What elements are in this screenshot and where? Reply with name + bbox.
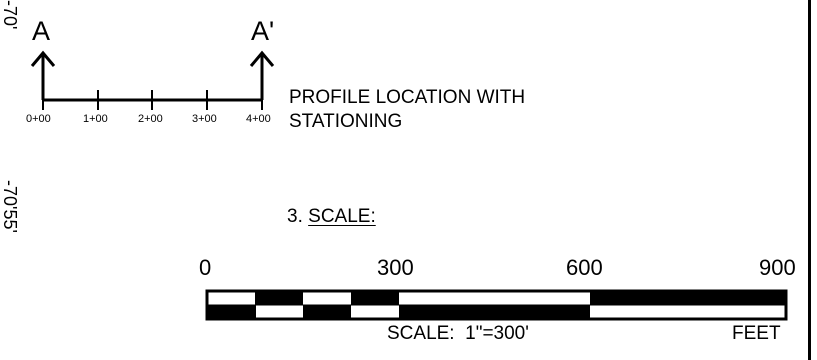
marker-a-prime: A' [251, 16, 275, 46]
station-label-4: 4+00 [246, 113, 271, 125]
scale-segment [255, 292, 303, 305]
graphic-scale-bar [205, 289, 788, 321]
station-label-3: 3+00 [192, 113, 217, 125]
scale-unit-label: FEET [732, 323, 781, 344]
scale-segment [590, 292, 785, 305]
scale-ratio-label: SCALE: 1"=300' [387, 323, 529, 344]
scale-tick-label-0: 0 [199, 255, 212, 280]
scale-tick-label-600: 600 [566, 255, 603, 280]
marker-a: A [32, 16, 51, 46]
sheet-border-right [808, 0, 811, 360]
scale-section-title: 3. SCALE: [287, 206, 376, 228]
edge-coordinate-bottom: -70'55' [0, 180, 20, 233]
profile-caption-line2: STATIONING [289, 110, 403, 132]
station-label-0: 0+00 [26, 113, 51, 125]
scale-segment [303, 305, 351, 318]
section-title-text: SCALE: [308, 206, 376, 227]
scale-segment [351, 292, 399, 305]
scale-tick-label-300: 300 [377, 255, 414, 280]
station-label-1: 1+00 [83, 113, 108, 125]
arrow-up-icon-a-prime [249, 50, 275, 100]
arrow-up-icon-a [30, 50, 56, 100]
scale-segment [208, 305, 256, 318]
scale-segment [399, 305, 590, 318]
profile-caption: PROFILE LOCATION WITH STATIONING [289, 86, 525, 134]
profile-caption-line1: PROFILE LOCATION WITH [289, 87, 526, 108]
scale-tick-label-900: 900 [759, 255, 796, 280]
station-label-2: 2+00 [138, 113, 163, 125]
profile-diagram [30, 50, 275, 110]
section-number: 3. [287, 206, 303, 227]
